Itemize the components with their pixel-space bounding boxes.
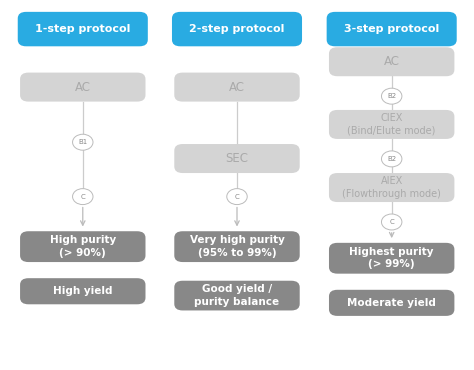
Text: AC: AC: [75, 81, 91, 94]
FancyBboxPatch shape: [20, 73, 146, 102]
Text: 1-step protocol: 1-step protocol: [35, 24, 130, 34]
FancyBboxPatch shape: [329, 47, 455, 76]
Text: C: C: [389, 219, 394, 225]
Text: Good yield /
purity balance: Good yield / purity balance: [194, 285, 280, 307]
Text: Highest purity
(> 99%): Highest purity (> 99%): [349, 247, 434, 269]
Circle shape: [382, 214, 402, 230]
Text: SEC: SEC: [226, 152, 248, 165]
FancyBboxPatch shape: [18, 12, 148, 46]
Text: CIEX
(Bind/Elute mode): CIEX (Bind/Elute mode): [347, 113, 436, 136]
FancyBboxPatch shape: [174, 231, 300, 262]
Circle shape: [382, 151, 402, 167]
FancyBboxPatch shape: [329, 243, 455, 274]
Text: AC: AC: [229, 81, 245, 94]
Text: High yield: High yield: [53, 286, 112, 296]
Text: B1: B1: [78, 139, 87, 145]
Circle shape: [73, 189, 93, 205]
FancyBboxPatch shape: [329, 110, 455, 139]
Text: 2-step protocol: 2-step protocol: [189, 24, 285, 34]
FancyBboxPatch shape: [174, 281, 300, 310]
FancyBboxPatch shape: [174, 144, 300, 173]
Text: C: C: [81, 194, 85, 199]
FancyBboxPatch shape: [329, 290, 455, 316]
Text: C: C: [235, 194, 239, 199]
Circle shape: [227, 189, 247, 205]
Text: High purity
(> 90%): High purity (> 90%): [50, 235, 116, 258]
Text: Very high purity
(95% to 99%): Very high purity (95% to 99%): [190, 235, 284, 258]
Text: AC: AC: [383, 55, 400, 68]
FancyBboxPatch shape: [172, 12, 302, 46]
FancyBboxPatch shape: [20, 231, 146, 262]
Circle shape: [73, 134, 93, 150]
Text: B2: B2: [387, 156, 396, 162]
Text: B2: B2: [387, 93, 396, 99]
Circle shape: [382, 88, 402, 104]
Text: Moderate yield: Moderate yield: [347, 298, 436, 308]
FancyBboxPatch shape: [20, 278, 146, 304]
Text: 3-step protocol: 3-step protocol: [344, 24, 439, 34]
FancyBboxPatch shape: [327, 12, 457, 46]
FancyBboxPatch shape: [174, 73, 300, 102]
FancyBboxPatch shape: [329, 173, 455, 202]
Text: AIEX
(Flowthrough mode): AIEX (Flowthrough mode): [342, 176, 441, 199]
